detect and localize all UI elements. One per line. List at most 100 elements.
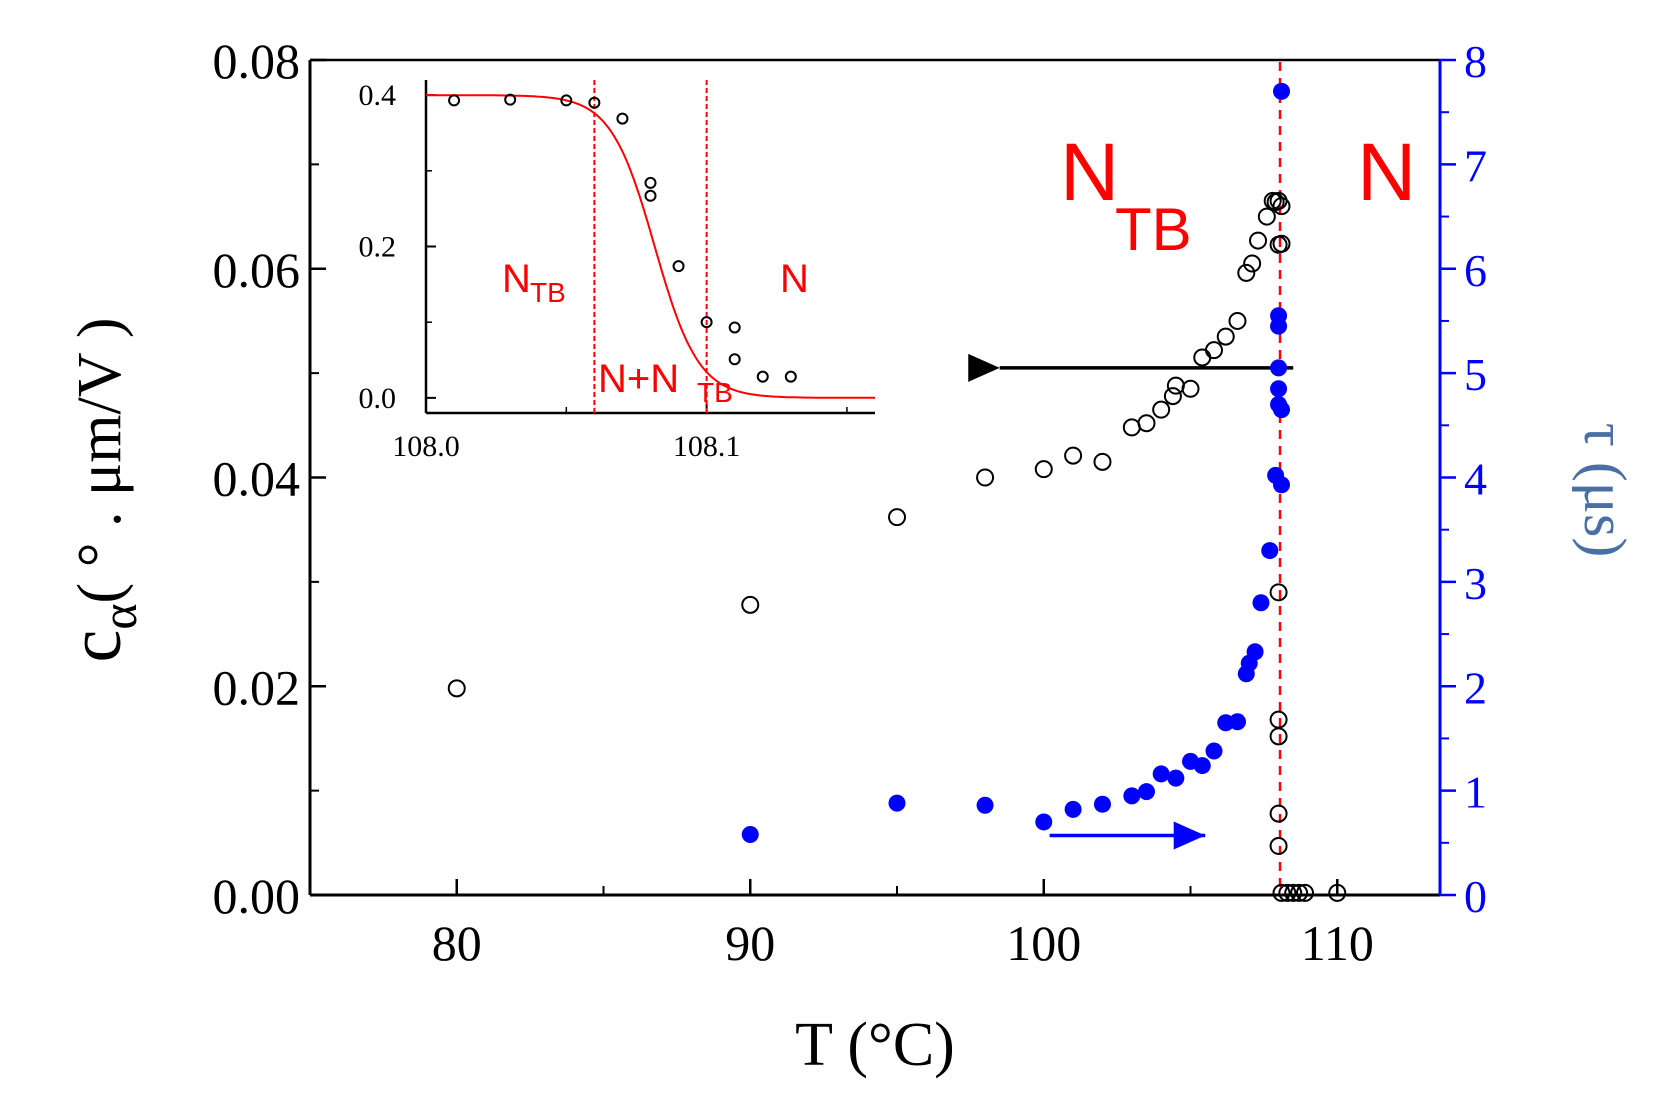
y-label-main: c xyxy=(55,630,137,663)
inset-point xyxy=(504,93,517,106)
y-left-tick-label: 0.02 xyxy=(213,659,301,715)
c-alpha-point xyxy=(1064,446,1083,465)
c-alpha-point xyxy=(1093,452,1112,471)
inset-point xyxy=(756,370,769,383)
inset-point xyxy=(700,316,713,329)
c-alpha-point xyxy=(1122,418,1141,437)
c-alpha-point xyxy=(1284,883,1303,902)
y-right-tick-label: 6 xyxy=(1464,245,1487,296)
tau-point xyxy=(1205,742,1223,760)
inset-point xyxy=(560,94,573,107)
c-alpha-point xyxy=(1290,883,1309,902)
inset-label-coexist-sub: TB xyxy=(697,377,733,408)
tau-point xyxy=(1270,380,1288,398)
c-alpha-point xyxy=(1295,883,1314,902)
inset-label-n: N xyxy=(780,257,809,301)
inset-point xyxy=(588,96,601,109)
left-y-axis-ticks: 0.00 0.02 0.04 0.06 0.08 xyxy=(213,33,326,924)
inset-data-points xyxy=(448,93,797,383)
right-y-axis-ticks: 0 1 2 3 4 5 6 7 8 xyxy=(1440,36,1487,922)
tau-point xyxy=(1137,783,1155,801)
tau-point xyxy=(1152,765,1170,783)
c-alpha-point xyxy=(1166,376,1185,395)
c-alpha-point xyxy=(1269,804,1288,823)
inset-point xyxy=(448,94,461,107)
c-alpha-point xyxy=(1237,263,1256,282)
c-alpha-point xyxy=(1269,710,1288,729)
y-left-tick-label: 0.00 xyxy=(213,868,301,924)
c-alpha-point xyxy=(1152,400,1171,419)
y-right-tick-label: 1 xyxy=(1464,767,1487,818)
inset-point xyxy=(728,353,741,366)
tau-point xyxy=(1273,401,1291,419)
c-alpha-point xyxy=(1278,883,1297,902)
inset-label-ntb: N TB xyxy=(502,257,566,308)
series-tau xyxy=(741,82,1291,843)
y-right-tick-label: 8 xyxy=(1464,36,1487,87)
c-alpha-point xyxy=(1034,460,1053,479)
tau-point xyxy=(741,825,759,843)
y-left-tick-label: 0.04 xyxy=(213,451,301,507)
inset-point xyxy=(728,321,741,334)
x-tick-label: 110 xyxy=(1301,915,1374,971)
c-alpha-point xyxy=(1257,207,1276,226)
phase-label-ntb-sub: TB xyxy=(1115,196,1192,263)
tau-point xyxy=(1270,307,1288,325)
y-right-tick-label: 7 xyxy=(1464,140,1487,191)
c-alpha-point xyxy=(1269,836,1288,855)
inset-label-coexist-main: N+N xyxy=(598,357,679,401)
tau-point xyxy=(1270,359,1288,377)
inset-y-tick-label: 0.2 xyxy=(359,231,397,264)
y-right-tick-label: 5 xyxy=(1464,349,1487,400)
y-right-tick-label: 3 xyxy=(1464,558,1487,609)
c-alpha-point xyxy=(976,468,995,487)
y-left-tick-label: 0.08 xyxy=(213,33,301,89)
inset-label-coexist: N+N TB xyxy=(598,357,733,408)
c-alpha-point xyxy=(1272,883,1291,902)
c-alpha-point xyxy=(1163,387,1182,406)
left-y-axis-label: cα( ° . μm/V ) xyxy=(55,318,147,663)
c-alpha-point xyxy=(447,679,466,698)
phase-label-ntb: N TB xyxy=(1060,127,1192,263)
right-y-axis-label-text: τ (μs) xyxy=(1572,423,1638,558)
tau-point xyxy=(976,796,994,814)
tau-point xyxy=(1228,713,1246,731)
y-label-sub: α xyxy=(91,603,147,629)
c-alpha-point xyxy=(1328,883,1347,902)
phase-label-n: N xyxy=(1357,127,1416,218)
x-tick-label: 90 xyxy=(725,915,775,971)
x-axis-label: T (°C) xyxy=(795,1011,955,1079)
y-right-tick-label: 0 xyxy=(1464,871,1487,922)
series-c-alpha xyxy=(447,191,1347,902)
inset-background xyxy=(426,80,876,415)
c-alpha-point xyxy=(1216,327,1235,346)
tau-point xyxy=(1123,787,1141,805)
inset-label-ntb-main: N xyxy=(502,257,531,301)
inset-label-ntb-sub: TB xyxy=(530,277,566,308)
inset-fit-curve xyxy=(426,94,876,399)
c-alpha-point xyxy=(1269,727,1288,746)
svg-text:cα( ° . μm/V ): cα( ° . μm/V ) xyxy=(55,318,147,663)
c-alpha-point xyxy=(1193,348,1212,367)
tau-point xyxy=(1167,769,1185,787)
y-right-tick-label: 2 xyxy=(1464,662,1487,713)
inset-point xyxy=(644,189,657,202)
tau-point xyxy=(1064,800,1082,818)
c-alpha-point xyxy=(1137,414,1156,433)
inset-point xyxy=(644,176,657,189)
c-alpha-point xyxy=(1181,379,1200,398)
c-alpha-point xyxy=(1249,231,1268,250)
inset-ticks: 108.0 108.1 0.0 0.2 0.4 xyxy=(359,79,848,463)
tau-point xyxy=(1273,82,1291,100)
tau-point xyxy=(1093,795,1111,813)
x-tick-label: 80 xyxy=(432,915,482,971)
tau-point xyxy=(1273,476,1291,494)
tau-point xyxy=(1252,594,1270,612)
tau-point xyxy=(1035,813,1053,831)
c-alpha-point xyxy=(1243,254,1262,273)
tau-point xyxy=(888,794,906,812)
y-right-tick-label: 4 xyxy=(1464,454,1487,505)
y-left-tick-label: 0.06 xyxy=(213,242,301,298)
c-alpha-point xyxy=(1269,583,1288,602)
